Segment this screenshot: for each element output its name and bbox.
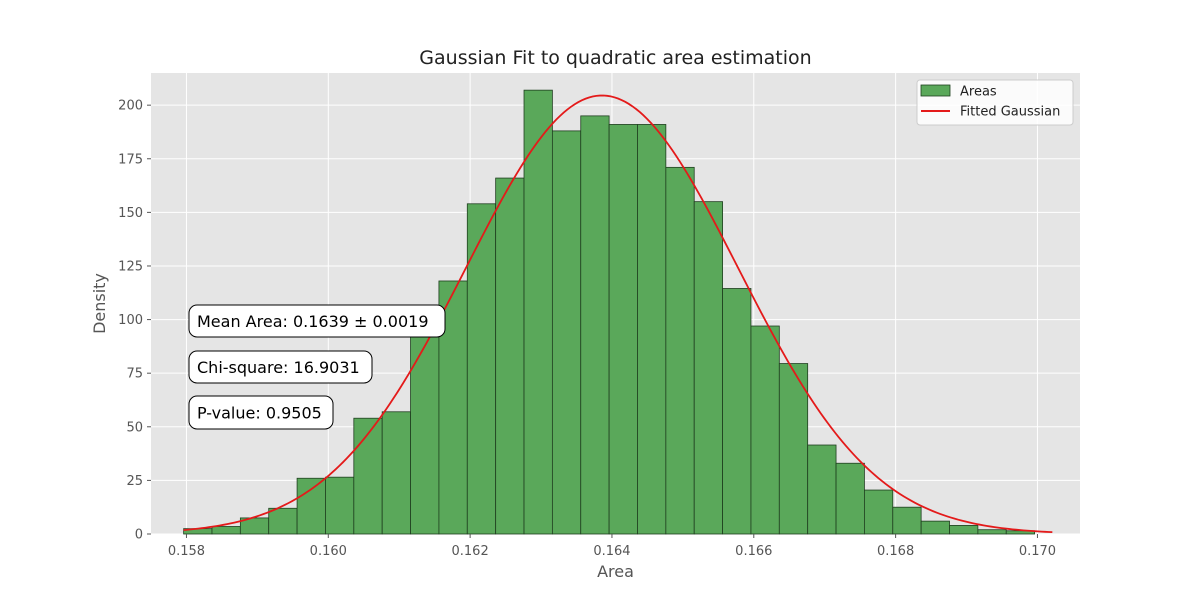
histogram-bar (722, 288, 752, 535)
annotation-box (188, 395, 334, 430)
legend-frame (916, 79, 1074, 126)
histogram-bar (381, 411, 411, 535)
x-tick-label: 0.168 (877, 544, 914, 559)
y-tick-label: 175 (118, 152, 143, 167)
histogram-bar (495, 177, 525, 535)
x-tick-label: 0.158 (168, 544, 205, 559)
histogram-bar (750, 325, 780, 535)
y-tick-label: 100 (118, 313, 143, 328)
legend: Areas Fitted Gaussian (916, 79, 1074, 126)
histogram-bar (778, 363, 809, 535)
y-tick-label: 75 (126, 367, 143, 382)
histogram-bar (693, 201, 723, 535)
annotation-text: Chi-square: 16.9031 (197, 358, 360, 377)
histogram-bar (637, 124, 667, 535)
chart-title: Gaussian Fit to quadratic area estimatio… (419, 47, 811, 69)
histogram-bar (977, 529, 1007, 535)
histogram-bar (835, 462, 865, 535)
x-tick-label: 0.164 (593, 544, 630, 559)
annotations: Mean Area: 0.1639 ± 0.0019 Chi-square: 16… (188, 304, 446, 430)
histogram-bar (353, 417, 383, 535)
histogram-bar (523, 89, 553, 535)
histogram-bar (325, 476, 355, 535)
histogram-bar (608, 124, 638, 535)
fitted-gaussian-curve (183, 94, 1053, 534)
legend-swatch-areas (920, 84, 951, 97)
x-axis: 0.158 0.160 0.162 0.164 0.166 0.168 0.170 (168, 534, 1056, 559)
histogram-bar (807, 444, 837, 535)
y-tick-label: 125 (118, 259, 143, 274)
histogram-bar (580, 115, 610, 535)
histogram-bar (665, 166, 695, 535)
y-tick-label: 150 (118, 206, 143, 221)
y-tick-label: 25 (126, 474, 143, 489)
annotation-text: Mean Area: 0.1639 ± 0.0019 (197, 312, 429, 331)
annotation-text: P-value: 0.9505 (197, 404, 322, 423)
legend-label-areas: Areas (960, 85, 997, 100)
histogram-bar (949, 525, 979, 535)
histogram-bar (410, 327, 440, 535)
annotation-box (188, 350, 373, 384)
y-tick-label: 50 (126, 420, 143, 435)
histogram-bars (183, 89, 1036, 535)
x-axis-label: Area (597, 562, 634, 581)
x-tick-label: 0.160 (310, 544, 347, 559)
x-tick-label: 0.170 (1019, 544, 1056, 559)
histogram-bar (864, 489, 894, 535)
legend-label-gaussian: Fitted Gaussian (960, 105, 1060, 120)
histogram-bar (211, 526, 241, 535)
x-tick-label: 0.166 (735, 544, 772, 559)
histogram-bar (296, 477, 326, 535)
histogram-bar (551, 130, 582, 535)
y-axis: 0 25 50 75 100 125 150 175 200 (118, 99, 151, 543)
histogram-bar (892, 506, 922, 535)
x-tick-label: 0.162 (452, 544, 489, 559)
histogram-bar (466, 203, 497, 535)
histogram-bar (268, 507, 298, 535)
histogram-bar (920, 520, 950, 535)
y-tick-label: 200 (118, 99, 143, 114)
y-tick-label: 0 (135, 528, 143, 543)
annotation-box (188, 304, 446, 338)
y-axis-label: Density (90, 273, 109, 334)
